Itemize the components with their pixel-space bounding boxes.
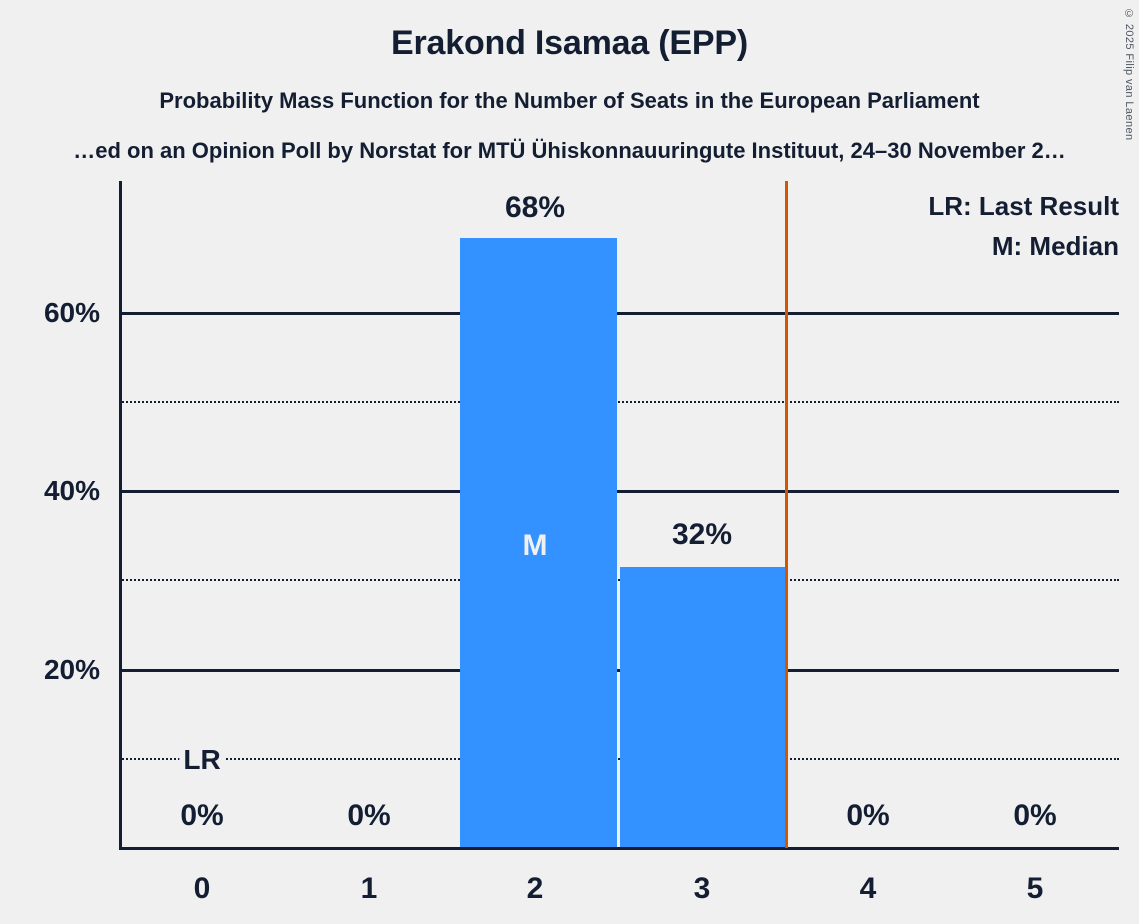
plot-area [119,181,1119,848]
y-tick-label-60: 60% [43,297,100,328]
x-tick-label-3: 3 [693,872,711,905]
x-tick-label-2: 2 [526,872,544,905]
bar-label-seats-0: 0% [180,799,224,832]
gridline-20-percent [119,669,1119,672]
median-marker: M [522,529,548,562]
y-tick-label-20: 20% [43,654,100,685]
x-tick-label-5: 5 [1026,872,1044,905]
y-axis-line [119,181,122,848]
bar-label-seats-2: 68% [504,191,566,224]
gridline-50-percent [119,401,1119,403]
bar-label-seats-5: 0% [1013,799,1057,832]
x-axis-line [119,847,1119,850]
y-tick-label-40: 40% [43,475,100,506]
last-result-marker: LR [179,746,225,774]
page-title: Erakond Isamaa (EPP) [391,24,748,62]
threshold-line [785,181,788,848]
chart-subtitle: Probability Mass Function for the Number… [159,88,980,113]
x-tick-label-0: 0 [193,872,211,905]
legend: LR: Last Result M: Median [928,186,1119,266]
x-tick-label-1: 1 [360,872,378,905]
chart-source-line: …ed on an Opinion Poll by Norstat for MT… [73,138,1066,163]
bar-seats-2[interactable] [460,238,617,848]
copyright-notice: © 2025 Filip van Laenen [1123,8,1135,141]
gridline-60-percent [119,312,1119,315]
gridline-40-percent [119,490,1119,493]
bar-label-seats-3: 32% [671,518,733,551]
gridline-30-percent [119,579,1119,581]
gridline-10-percent [119,758,1119,760]
x-tick-label-4: 4 [859,872,877,905]
bar-label-seats-1: 0% [347,799,391,832]
legend-entry-median: M: Median [991,231,1119,261]
bar-label-seats-4: 0% [846,799,890,832]
bar-seats-3[interactable] [620,567,786,848]
legend-entry-last-result: LR: Last Result [928,191,1119,221]
